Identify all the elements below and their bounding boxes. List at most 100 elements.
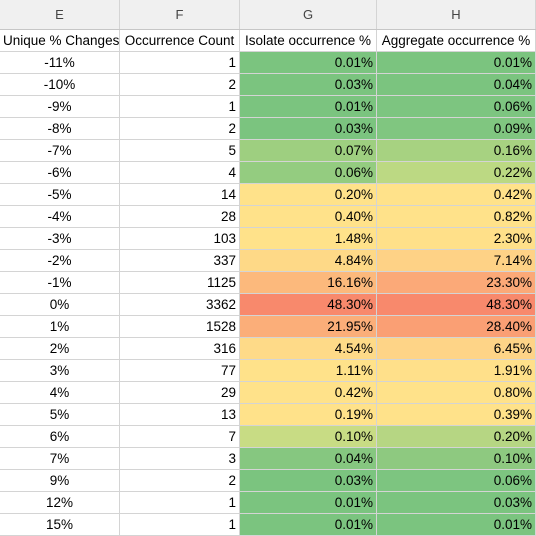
count-cell[interactable]: 77 [120,360,240,382]
change-cell[interactable]: 0% [0,294,120,316]
change-cell[interactable]: -8% [0,118,120,140]
table-row: -9% 1 0.01% 0.06% [0,96,536,118]
isolate-cell[interactable]: 0.01% [240,514,377,536]
isolate-cell[interactable]: 1.48% [240,228,377,250]
aggregate-cell[interactable]: 0.10% [377,448,536,470]
change-cell[interactable]: -7% [0,140,120,162]
change-cell[interactable]: 9% [0,470,120,492]
change-cell[interactable]: -11% [0,52,120,74]
count-cell[interactable]: 5 [120,140,240,162]
header-cell-occurrence-count[interactable]: Occurrence Count [120,30,240,52]
isolate-cell[interactable]: 0.01% [240,492,377,514]
count-cell[interactable]: 2 [120,74,240,96]
aggregate-cell[interactable]: 0.16% [377,140,536,162]
column-header-g[interactable]: G [240,0,377,29]
aggregate-cell[interactable]: 7.14% [377,250,536,272]
aggregate-cell[interactable]: 0.06% [377,470,536,492]
aggregate-cell[interactable]: 28.40% [377,316,536,338]
aggregate-cell[interactable]: 0.22% [377,162,536,184]
count-cell[interactable]: 337 [120,250,240,272]
column-header-f[interactable]: F [120,0,240,29]
change-cell[interactable]: -1% [0,272,120,294]
aggregate-cell[interactable]: 0.80% [377,382,536,404]
count-cell[interactable]: 7 [120,426,240,448]
count-cell[interactable]: 13 [120,404,240,426]
aggregate-cell[interactable]: 0.82% [377,206,536,228]
header-cell-unique-changes[interactable]: Unique % Changes [0,30,120,52]
isolate-cell[interactable]: 0.03% [240,470,377,492]
column-header-e[interactable]: E [0,0,120,29]
change-cell[interactable]: -9% [0,96,120,118]
count-cell[interactable]: 103 [120,228,240,250]
isolate-cell[interactable]: 21.95% [240,316,377,338]
count-cell[interactable]: 29 [120,382,240,404]
isolate-cell[interactable]: 0.10% [240,426,377,448]
isolate-cell[interactable]: 0.06% [240,162,377,184]
isolate-cell[interactable]: 0.03% [240,118,377,140]
isolate-cell[interactable]: 0.19% [240,404,377,426]
count-cell[interactable]: 1 [120,96,240,118]
isolate-cell[interactable]: 4.54% [240,338,377,360]
change-cell[interactable]: 12% [0,492,120,514]
isolate-cell[interactable]: 0.20% [240,184,377,206]
table-row: -10% 2 0.03% 0.04% [0,74,536,96]
isolate-cell[interactable]: 16.16% [240,272,377,294]
change-cell[interactable]: 15% [0,514,120,536]
count-cell[interactable]: 1125 [120,272,240,294]
aggregate-cell[interactable]: 0.06% [377,96,536,118]
count-cell[interactable]: 1528 [120,316,240,338]
count-cell[interactable]: 14 [120,184,240,206]
change-cell[interactable]: -6% [0,162,120,184]
isolate-cell[interactable]: 0.42% [240,382,377,404]
change-cell[interactable]: 5% [0,404,120,426]
aggregate-cell[interactable]: 0.09% [377,118,536,140]
header-cell-aggregate-occurrence[interactable]: Aggregate occurrence % [377,30,536,52]
count-cell[interactable]: 3362 [120,294,240,316]
change-cell[interactable]: -3% [0,228,120,250]
change-cell[interactable]: 2% [0,338,120,360]
aggregate-cell[interactable]: 0.20% [377,426,536,448]
count-cell[interactable]: 28 [120,206,240,228]
count-cell[interactable]: 4 [120,162,240,184]
change-cell[interactable]: 4% [0,382,120,404]
aggregate-cell[interactable]: 6.45% [377,338,536,360]
aggregate-cell[interactable]: 0.03% [377,492,536,514]
change-cell[interactable]: -5% [0,184,120,206]
isolate-cell[interactable]: 0.07% [240,140,377,162]
aggregate-cell[interactable]: 0.01% [377,52,536,74]
change-cell[interactable]: 1% [0,316,120,338]
aggregate-cell[interactable]: 0.04% [377,74,536,96]
count-cell[interactable]: 1 [120,52,240,74]
isolate-cell[interactable]: 0.40% [240,206,377,228]
count-cell[interactable]: 316 [120,338,240,360]
isolate-cell[interactable]: 0.04% [240,448,377,470]
column-header-h[interactable]: H [377,0,536,29]
aggregate-cell[interactable]: 0.42% [377,184,536,206]
aggregate-cell[interactable]: 0.01% [377,514,536,536]
count-cell[interactable]: 1 [120,514,240,536]
aggregate-cell[interactable]: 48.30% [377,294,536,316]
count-cell[interactable]: 2 [120,118,240,140]
table-row: 4% 29 0.42% 0.80% [0,382,536,404]
change-cell[interactable]: 7% [0,448,120,470]
aggregate-cell[interactable]: 1.91% [377,360,536,382]
change-cell[interactable]: 6% [0,426,120,448]
isolate-cell[interactable]: 0.03% [240,74,377,96]
count-cell[interactable]: 3 [120,448,240,470]
count-cell[interactable]: 2 [120,470,240,492]
header-cell-isolate-occurrence[interactable]: Isolate occurrence % [240,30,377,52]
aggregate-cell[interactable]: 23.30% [377,272,536,294]
aggregate-cell[interactable]: 2.30% [377,228,536,250]
isolate-cell[interactable]: 1.11% [240,360,377,382]
isolate-cell[interactable]: 4.84% [240,250,377,272]
change-cell[interactable]: -2% [0,250,120,272]
count-cell[interactable]: 1 [120,492,240,514]
isolate-cell[interactable]: 48.30% [240,294,377,316]
change-cell[interactable]: -4% [0,206,120,228]
change-cell[interactable]: 3% [0,360,120,382]
change-cell[interactable]: -10% [0,74,120,96]
isolate-cell[interactable]: 0.01% [240,52,377,74]
aggregate-cell[interactable]: 0.39% [377,404,536,426]
isolate-cell[interactable]: 0.01% [240,96,377,118]
